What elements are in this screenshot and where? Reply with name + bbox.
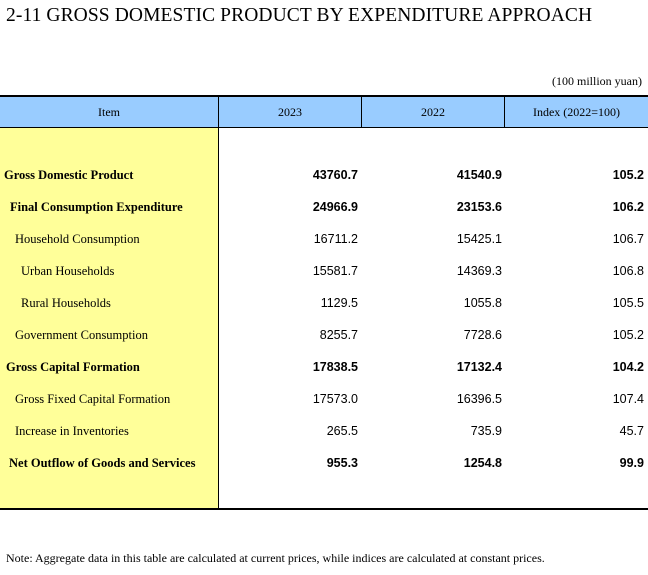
row-label: Gross Domestic Product bbox=[4, 168, 134, 182]
value-index: 45.7 bbox=[619, 424, 644, 438]
table-title: 2-11 GROSS DOMESTIC PRODUCT BY EXPENDITU… bbox=[6, 5, 593, 26]
row-label: Increase in Inventories bbox=[15, 424, 129, 438]
value-2023: 17838.5 bbox=[312, 360, 358, 374]
value-2023: 17573.0 bbox=[312, 392, 358, 406]
row-label: Net Outflow of Goods and Services bbox=[9, 456, 196, 470]
column-divider bbox=[218, 97, 219, 508]
value-2023: 24966.9 bbox=[312, 200, 358, 214]
value-2022: 1254.8 bbox=[463, 456, 502, 470]
column-divider bbox=[361, 97, 362, 128]
value-index: 105.2 bbox=[612, 168, 644, 182]
table-bottom-rule bbox=[0, 508, 648, 510]
table-note: Note: Aggregate data in this table are c… bbox=[6, 551, 545, 565]
value-2022: 7728.6 bbox=[463, 328, 502, 342]
value-2022: 17132.4 bbox=[456, 360, 502, 374]
item-column-background bbox=[0, 128, 218, 508]
column-divider bbox=[504, 97, 505, 128]
row-label: Urban Households bbox=[21, 264, 115, 278]
value-index: 99.9 bbox=[619, 456, 644, 470]
value-2022: 16396.5 bbox=[456, 392, 502, 406]
row-label: Gross Capital Formation bbox=[6, 360, 140, 374]
value-index: 105.2 bbox=[612, 328, 644, 342]
table-row: Increase in Inventories 265.5 735.9 45.7 bbox=[0, 415, 648, 447]
value-index: 106.2 bbox=[612, 200, 644, 214]
table-row: Rural Households 1129.5 1055.8 105.5 bbox=[0, 287, 648, 319]
table-row: Household Consumption 16711.2 15425.1 10… bbox=[0, 223, 648, 255]
value-2022: 735.9 bbox=[470, 424, 502, 438]
row-label: Household Consumption bbox=[15, 232, 140, 246]
table-header: Item 2023 2022 Index (2022=100) bbox=[0, 97, 648, 128]
value-2023: 16711.2 bbox=[313, 232, 358, 246]
value-2022: 15425.1 bbox=[456, 232, 502, 246]
table-row: Final Consumption Expenditure 24966.9 23… bbox=[0, 191, 648, 223]
value-2023: 1129.5 bbox=[320, 296, 358, 310]
row-label: Final Consumption Expenditure bbox=[10, 200, 183, 214]
table-row: Urban Households 15581.7 14369.3 106.8 bbox=[0, 255, 648, 287]
unit-label: (100 million yuan) bbox=[552, 74, 642, 88]
value-2023: 265.5 bbox=[326, 424, 358, 438]
header-item: Item bbox=[98, 105, 120, 119]
value-index: 106.7 bbox=[612, 232, 644, 246]
value-index: 104.2 bbox=[612, 360, 644, 374]
table-row: Net Outflow of Goods and Services 955.3 … bbox=[0, 447, 648, 479]
value-2023: 955.3 bbox=[326, 456, 358, 470]
row-label: Rural Households bbox=[21, 296, 111, 310]
table-row: Government Consumption 8255.7 7728.6 105… bbox=[0, 319, 648, 351]
value-2022: 1055.8 bbox=[463, 296, 502, 310]
header-2023: 2023 bbox=[278, 105, 302, 119]
value-2023: 15581.7 bbox=[312, 264, 358, 278]
header-2022: 2022 bbox=[421, 105, 445, 119]
header-index: Index (2022=100) bbox=[532, 105, 621, 119]
value-2022: 23153.6 bbox=[456, 200, 502, 214]
value-index: 106.8 bbox=[612, 264, 644, 278]
table-top-rule bbox=[0, 95, 648, 97]
table-row: Gross Domestic Product 43760.7 41540.9 1… bbox=[0, 159, 648, 191]
value-2022: 41540.9 bbox=[456, 168, 502, 182]
table-row: Gross Capital Formation 17838.5 17132.4 … bbox=[0, 351, 648, 383]
row-label: Gross Fixed Capital Formation bbox=[15, 392, 171, 406]
value-2023: 8255.7 bbox=[319, 328, 358, 342]
value-2022: 14369.3 bbox=[456, 264, 502, 278]
table-row: Gross Fixed Capital Formation 17573.0 16… bbox=[0, 383, 648, 415]
value-2023: 43760.7 bbox=[312, 168, 358, 182]
row-label: Government Consumption bbox=[15, 328, 148, 342]
value-index: 105.5 bbox=[612, 296, 644, 310]
value-index: 107.4 bbox=[612, 392, 644, 406]
